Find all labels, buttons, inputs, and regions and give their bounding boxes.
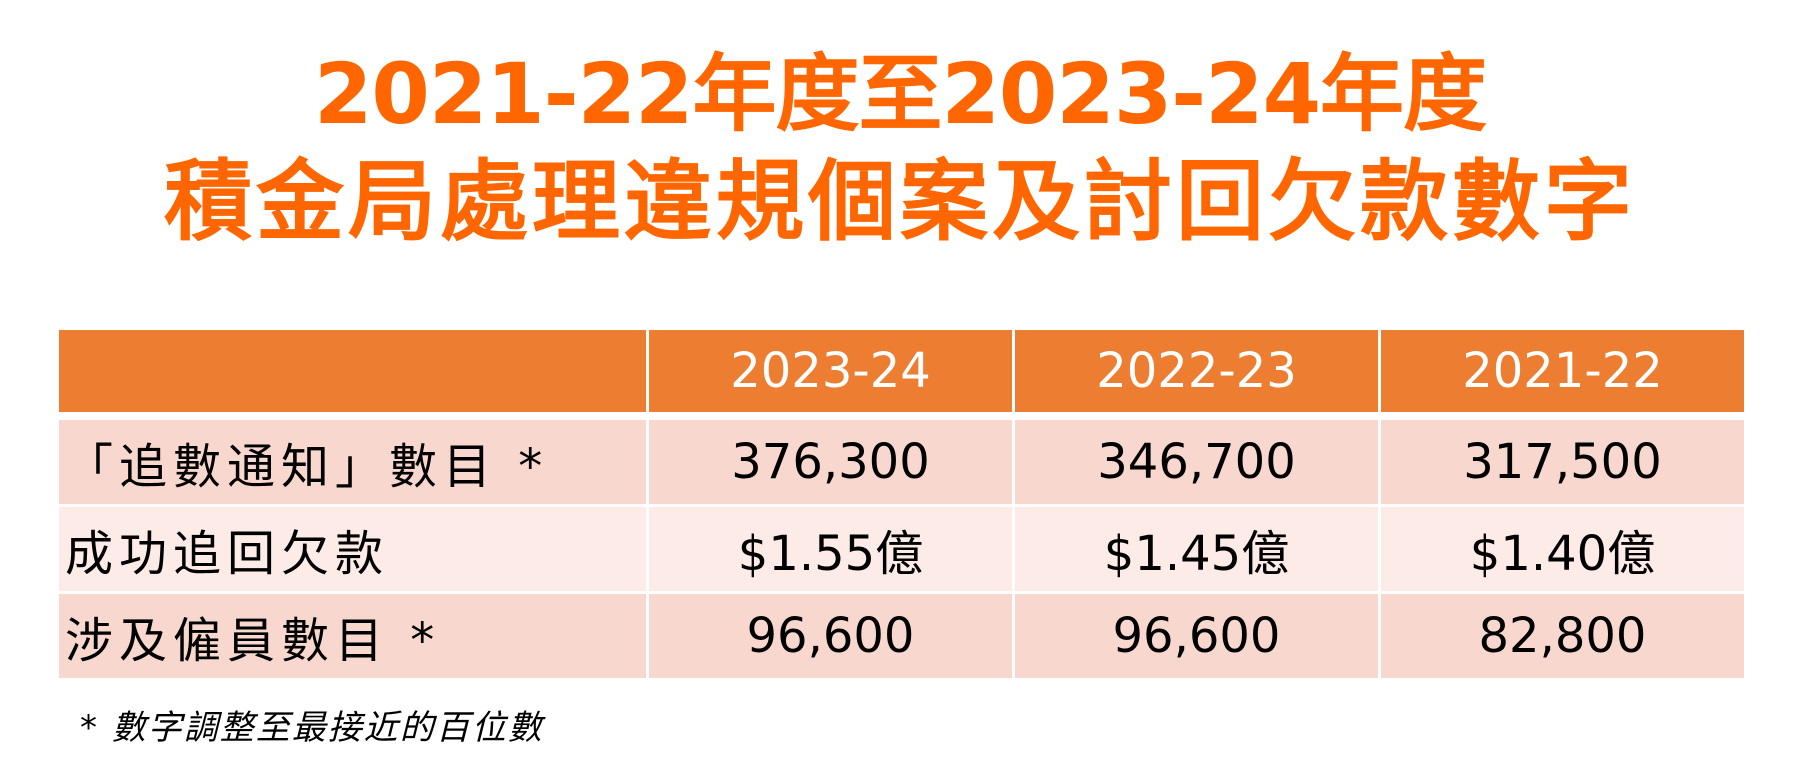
cell-value: 346,700 xyxy=(1012,414,1381,507)
cell-value: 82,800 xyxy=(1378,591,1747,681)
cell-value: $1.40億 xyxy=(1378,504,1747,594)
table-row: 「追數通知」數目 * 376,300 346,700 317,500 xyxy=(56,414,1747,507)
cell-value: 376,300 xyxy=(646,414,1015,507)
table-row: 成功追回欠款 $1.55億 $1.45億 $1.40億 xyxy=(56,504,1747,594)
cell-value: 96,600 xyxy=(646,591,1015,681)
data-table: 2023-24 2022-23 2021-22 「追數通知」數目 * 376,3… xyxy=(56,327,1747,681)
header-row: 2023-24 2022-23 2021-22 xyxy=(56,327,1747,420)
cell-value: 317,500 xyxy=(1378,414,1747,507)
header-blank xyxy=(56,327,649,420)
footnote: * 數字調整至最接近的百位數 xyxy=(80,708,544,748)
header-2023-24: 2023-24 xyxy=(646,327,1015,420)
title-line-2: 積金局處理違規個案及討回欠款數字 xyxy=(163,150,1636,253)
table-row: 涉及僱員數目 * 96,600 96,600 82,800 xyxy=(56,591,1747,681)
title-line-1: 2021-22年度至2023-24年度 xyxy=(313,45,1487,143)
cell-value: 96,600 xyxy=(1012,591,1381,681)
row-label: 「追數通知」數目 * xyxy=(56,414,649,507)
row-label: 成功追回欠款 xyxy=(56,504,649,594)
cell-value: $1.45億 xyxy=(1012,504,1381,594)
row-label: 涉及僱員數目 * xyxy=(56,591,649,681)
header-2022-23: 2022-23 xyxy=(1012,327,1381,420)
cell-value: $1.55億 xyxy=(646,504,1015,594)
header-2021-22: 2021-22 xyxy=(1378,327,1747,420)
